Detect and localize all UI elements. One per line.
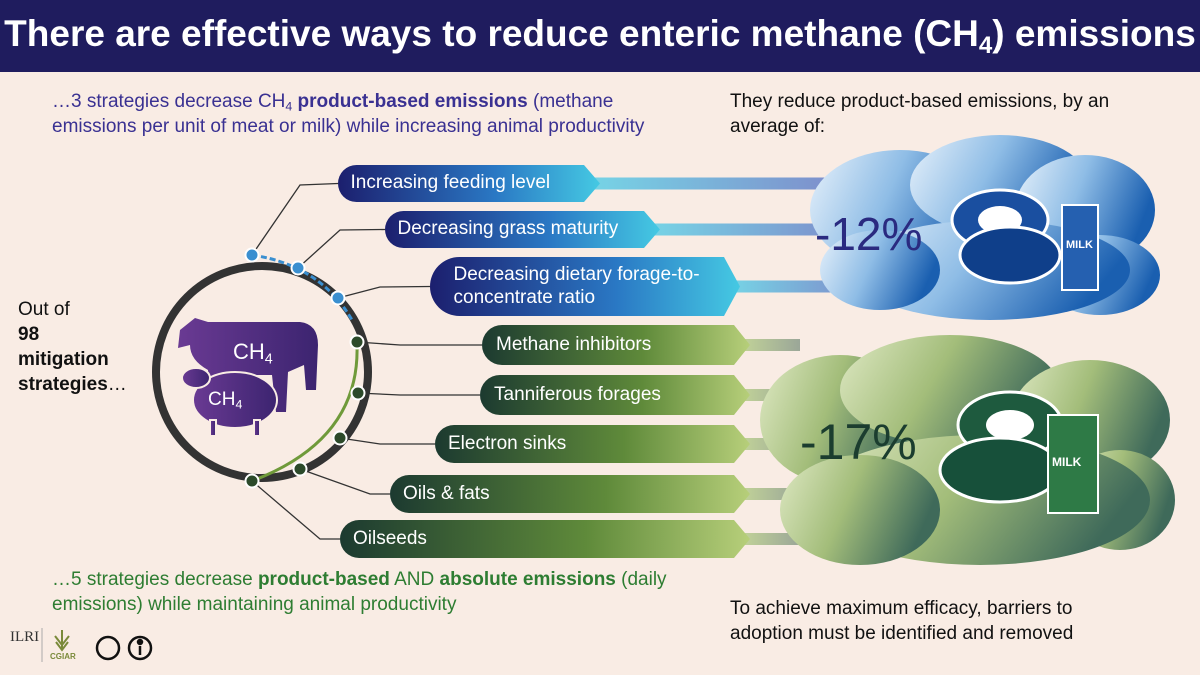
text: CH <box>208 389 236 410</box>
text: 4 <box>235 397 243 412</box>
text: …3 strategies decrease CH <box>52 91 286 112</box>
strategy-label: Increasing feeding level <box>350 172 551 194</box>
strategy-pill <box>435 425 750 463</box>
text: mitigation strategies <box>18 349 109 396</box>
sheep <box>181 367 278 437</box>
cgiar-logo <box>54 630 70 652</box>
strategy-dot <box>349 334 365 350</box>
cow-label: CH4 <box>233 338 273 367</box>
title-sub: 4 <box>978 32 993 60</box>
strategy-dot <box>244 473 260 489</box>
strategy-pill <box>480 375 750 415</box>
title-main: There are effective ways to reduce enter… <box>4 13 979 54</box>
strategy-label: Electron sinks <box>448 432 567 454</box>
strategy-dot <box>350 385 366 401</box>
strategy-label: Tanniferous forages <box>494 383 661 405</box>
text: 4 <box>264 351 273 368</box>
strategy-label: Decreasing grass maturity <box>397 218 619 240</box>
stream <box>740 533 800 545</box>
bottom-intro: …5 strategies decrease product-based AND… <box>52 568 712 617</box>
strategy-dot <box>290 260 306 276</box>
sheep-label: CH4 <box>208 388 242 413</box>
left-text: Out of 98 mitigation strategies… <box>18 297 148 397</box>
strategy-pill <box>430 257 740 316</box>
strategy-pill <box>338 165 600 202</box>
meat-top <box>950 188 1099 291</box>
arc-green <box>251 344 359 483</box>
title: There are effective ways to reduce enter… <box>0 10 1200 58</box>
text: 98 <box>18 324 40 346</box>
text: Out of <box>18 299 70 320</box>
connector <box>356 341 482 346</box>
strategy-dot <box>292 461 308 477</box>
strategy-dot <box>330 290 346 306</box>
text: AND <box>389 569 440 590</box>
strategy-label: Oils & fats <box>403 482 490 504</box>
value-bottom: -17% <box>800 414 917 470</box>
ilri-logo: ILRI <box>10 629 40 645</box>
connector <box>339 437 435 445</box>
cgiar-logo-text: CGIAR <box>50 652 76 661</box>
connector <box>357 392 480 396</box>
stream <box>740 339 800 351</box>
strategy-dot <box>332 430 348 446</box>
text: (daily emissions) while maintaining anim… <box>52 569 667 615</box>
stream <box>590 177 880 190</box>
title-bar <box>0 0 1200 72</box>
connector <box>251 480 340 540</box>
value-top: -12% <box>815 208 923 260</box>
strategy-dot <box>244 247 260 263</box>
text: … <box>107 374 127 396</box>
text: (methane emissions per unit of meat or m… <box>52 91 645 137</box>
text: CH <box>233 339 265 364</box>
top-intro: …3 strategies decrease CH4 product-based… <box>52 90 652 139</box>
arc-blue <box>251 253 354 321</box>
text: absolute emissions <box>439 569 616 590</box>
connector <box>299 468 390 495</box>
cc-icons <box>95 635 153 661</box>
text: 4 <box>285 99 293 114</box>
strategy-pill <box>340 520 750 558</box>
text: product-based emissions <box>292 91 528 112</box>
connector <box>251 182 339 256</box>
title-end: ) emissions <box>992 13 1196 54</box>
strategy-label: Methane inhibitors <box>496 333 652 355</box>
text: …5 strategies decrease <box>52 569 258 590</box>
strategy-pill <box>390 475 750 513</box>
text: product-based <box>257 569 390 590</box>
strategy-label: Oilseeds <box>353 527 427 549</box>
carton-top: MILK <box>1066 239 1093 251</box>
strategy-pill <box>385 211 660 248</box>
strategy-pill <box>482 325 750 365</box>
connector <box>297 228 386 269</box>
meat-bottom <box>938 390 1099 514</box>
strategy-label: Decreasing dietary forage-to-concentrate… <box>453 263 700 308</box>
bottom-right: To achieve maximum efficacy, barriers to… <box>730 598 1074 644</box>
connector <box>337 285 431 299</box>
carton-bottom: MILK <box>1052 455 1082 469</box>
right-intro: They reduce product-based emissions, by … <box>730 91 1110 137</box>
